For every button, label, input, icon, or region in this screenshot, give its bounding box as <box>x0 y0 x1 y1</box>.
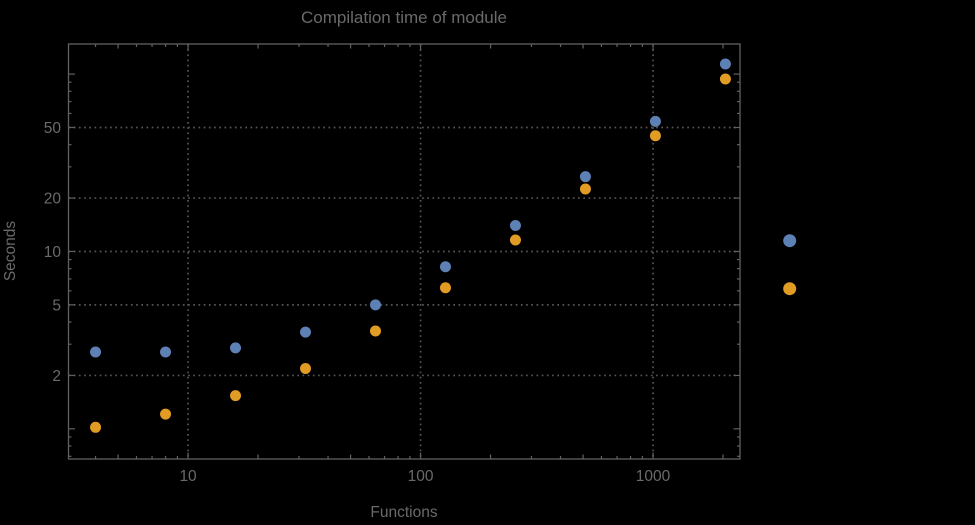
y-tick-label: 50 <box>44 120 62 137</box>
data-point-series-1 <box>160 346 172 358</box>
y-axis-label: Seconds <box>2 221 19 282</box>
y-tick-label: 10 <box>44 244 62 261</box>
data-point-series-2 <box>579 183 591 195</box>
data-point-series-2 <box>300 362 312 374</box>
legend <box>783 234 797 296</box>
data-point-series-2 <box>649 130 661 142</box>
data-point-series-2 <box>90 421 102 433</box>
data-point-series-1 <box>579 171 591 183</box>
tick-labels: 10 100 1000 2 5 10 20 50 <box>44 120 671 485</box>
y-tick-label: 2 <box>52 368 61 385</box>
data-point-series-2 <box>160 408 172 420</box>
data-point-series-1 <box>90 346 102 358</box>
x-axis-label: Functions <box>370 504 437 521</box>
x-tick-label: 1000 <box>636 468 671 485</box>
data-point-series-1 <box>649 115 661 127</box>
data-point-series-1 <box>369 299 381 311</box>
data-point-series-1 <box>439 261 451 273</box>
data-point-series-2 <box>369 325 381 337</box>
data-point-series-2 <box>509 234 521 246</box>
data-point-series-1 <box>230 342 242 354</box>
legend-marker-series-1 <box>783 234 797 248</box>
data-points <box>90 58 731 433</box>
data-point-series-1 <box>300 326 312 338</box>
data-point-series-2 <box>719 73 731 85</box>
axis-ticks <box>68 44 740 459</box>
x-tick-label: 100 <box>408 468 434 485</box>
data-point-series-2 <box>439 282 451 294</box>
data-point-series-1 <box>719 58 731 70</box>
legend-marker-series-2 <box>783 282 797 296</box>
y-tick-label: 5 <box>52 297 61 314</box>
chart-title: Compilation time of module <box>301 8 507 27</box>
x-tick-label: 10 <box>179 468 197 485</box>
gridlines <box>68 44 740 459</box>
plot-frame <box>67 43 741 460</box>
data-point-series-1 <box>509 220 521 232</box>
data-point-series-2 <box>230 390 242 402</box>
y-tick-label: 20 <box>44 191 62 208</box>
